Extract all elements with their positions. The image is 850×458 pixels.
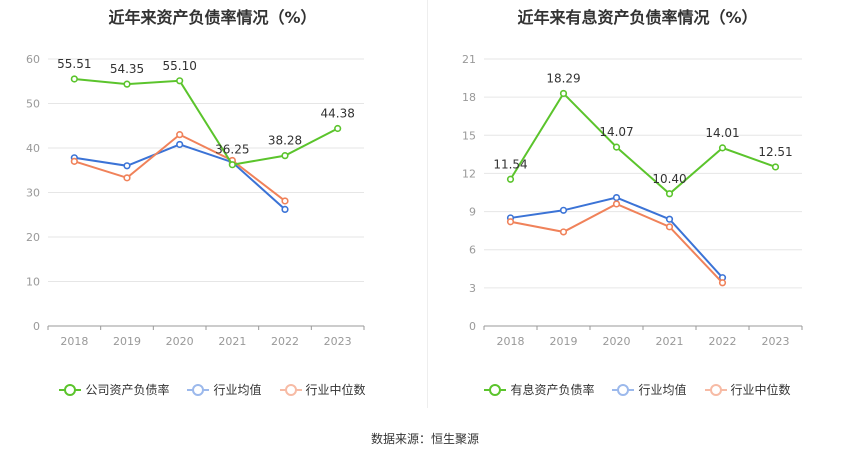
data-label: 14.01: [705, 126, 739, 140]
legend-label: 行业中位数: [305, 383, 366, 397]
data-point-company: [228, 161, 236, 169]
data-point-median: [176, 131, 184, 139]
legend: 公司资产负债率 行业均值 行业中位数: [0, 381, 425, 398]
y-tick-label: 6: [469, 244, 476, 257]
y-tick-label: 9: [469, 206, 476, 219]
chart-panel-right: 近年来有息资产负债率情况（%） 0 3 6 9 12 15 18 21 2018 2019 2020…: [425, 0, 850, 420]
data-label: 38.28: [268, 134, 302, 148]
data-label: 11.54: [493, 157, 527, 171]
data-point-median: [70, 157, 78, 165]
y-tick-label: 0: [33, 320, 40, 333]
legend-swatch-avg-icon: [187, 383, 210, 397]
legend-swatch-median-icon: [704, 383, 727, 397]
series-line-company: [509, 91, 776, 196]
legend-swatch-company-icon: [484, 383, 507, 397]
chart-panel-left: 近年来资产负债率情况（%） 0 10 20 30 40 50 60 2018 2019 2020 2…: [0, 0, 425, 420]
x-tick-label: 2022: [709, 335, 737, 348]
data-point-company: [612, 143, 621, 151]
data-label: 18.29: [546, 71, 580, 85]
y-tick-label: 20: [26, 231, 40, 244]
x-tick-label: 2020: [603, 335, 631, 348]
data-point-median: [506, 218, 515, 226]
series-line-company: [74, 77, 339, 166]
data-point-company: [281, 152, 289, 160]
data-label: 55.51: [57, 57, 91, 71]
x-tick-label: 2018: [60, 335, 88, 348]
data-label: 12.51: [758, 145, 792, 159]
series-line-avg: [510, 196, 724, 279]
legend-swatch-median-icon: [279, 383, 302, 397]
data-point-company: [123, 80, 131, 88]
y-tick-label: 50: [26, 98, 40, 111]
legend-swatch-company-icon: [59, 383, 82, 397]
x-tick-label: 2022: [271, 335, 299, 348]
legend-label: 公司资产负债率: [85, 383, 170, 397]
data-point-company: [506, 175, 515, 183]
data-point-avg: [281, 205, 289, 214]
data-label: 14.07: [599, 125, 633, 139]
y-tick-label: 15: [462, 129, 476, 142]
legend-item-company[interactable]: 有息资产负债率: [484, 381, 594, 398]
data-point-company: [334, 124, 342, 133]
y-tick-label: 10: [26, 276, 40, 289]
legend-label: 有息资产负债率: [510, 383, 595, 397]
x-tick-label: 2021: [656, 335, 684, 348]
data-label: 36.25: [215, 143, 249, 157]
data-point-median: [281, 197, 289, 205]
data-point-avg: [559, 206, 568, 214]
chart-title: 近年来资产负债率情况（%）: [108, 8, 317, 27]
data-point-median: [123, 174, 131, 182]
data-point-company: [176, 77, 184, 85]
data-point-median: [559, 228, 568, 236]
y-tick-label: 3: [469, 282, 476, 295]
data-point-company: [559, 89, 568, 98]
data-point-median: [718, 279, 727, 287]
x-tick-label: 2023: [762, 335, 790, 348]
chart-title: 近年来有息资产负债率情况（%）: [517, 8, 758, 27]
legend-item-median[interactable]: 行业中位数: [704, 381, 791, 398]
legend: 有息资产负债率 行业均值 行业中位数: [425, 381, 850, 398]
x-tick-label: 2023: [324, 335, 352, 348]
y-tick-label: 40: [26, 142, 40, 155]
data-source: 数据来源：恒生聚源: [370, 432, 479, 446]
y-tick-label: 18: [462, 91, 476, 104]
x-tick-label: 2019: [113, 335, 141, 348]
interest-debt-ratio-chart: 0 3 6 9 12 15 18 21 2018 2019 2020 2021 2022 2023 11.5…: [462, 53, 803, 348]
legend-label: 行业中位数: [730, 383, 791, 397]
y-tick-label: 30: [26, 187, 40, 200]
data-point-avg: [176, 140, 184, 149]
data-label: 54.35: [110, 62, 144, 76]
data-point-avg: [665, 215, 674, 223]
legend-item-median[interactable]: 行业中位数: [279, 381, 366, 398]
legend-swatch-avg-icon: [612, 383, 635, 397]
data-point-median: [665, 223, 674, 231]
x-tick-label: 2021: [218, 335, 246, 348]
data-point-avg: [123, 162, 131, 170]
data-point-median: [612, 200, 621, 208]
y-tick-label: 60: [26, 53, 40, 66]
data-label: 10.40: [652, 172, 686, 186]
y-tick-label: 21: [462, 53, 476, 66]
panel-divider: [427, 0, 428, 408]
debt-ratio-chart: 0 10 20 30 40 50 60 2018 2019 2020 2021 2022 2023 55.…: [26, 53, 365, 348]
x-tick-label: 2020: [166, 335, 194, 348]
data-label: 55.10: [162, 59, 196, 73]
data-point-company: [665, 190, 674, 198]
data-point-company: [771, 163, 780, 171]
y-tick-label: 0: [469, 320, 476, 333]
legend-item-avg[interactable]: 行业均值: [187, 381, 262, 398]
y-tick-label: 12: [462, 167, 476, 180]
data-point-company: [718, 144, 727, 152]
data-point-avg: [612, 193, 621, 202]
x-tick-label: 2019: [550, 335, 578, 348]
legend-label: 行业均值: [213, 383, 262, 397]
x-tick-label: 2018: [497, 335, 525, 348]
data-point-company: [70, 75, 78, 83]
legend-item-avg[interactable]: 行业均值: [612, 381, 687, 398]
data-label: 44.38: [320, 107, 354, 121]
legend-item-company[interactable]: 公司资产负债率: [59, 381, 169, 398]
legend-label: 行业均值: [638, 383, 687, 397]
